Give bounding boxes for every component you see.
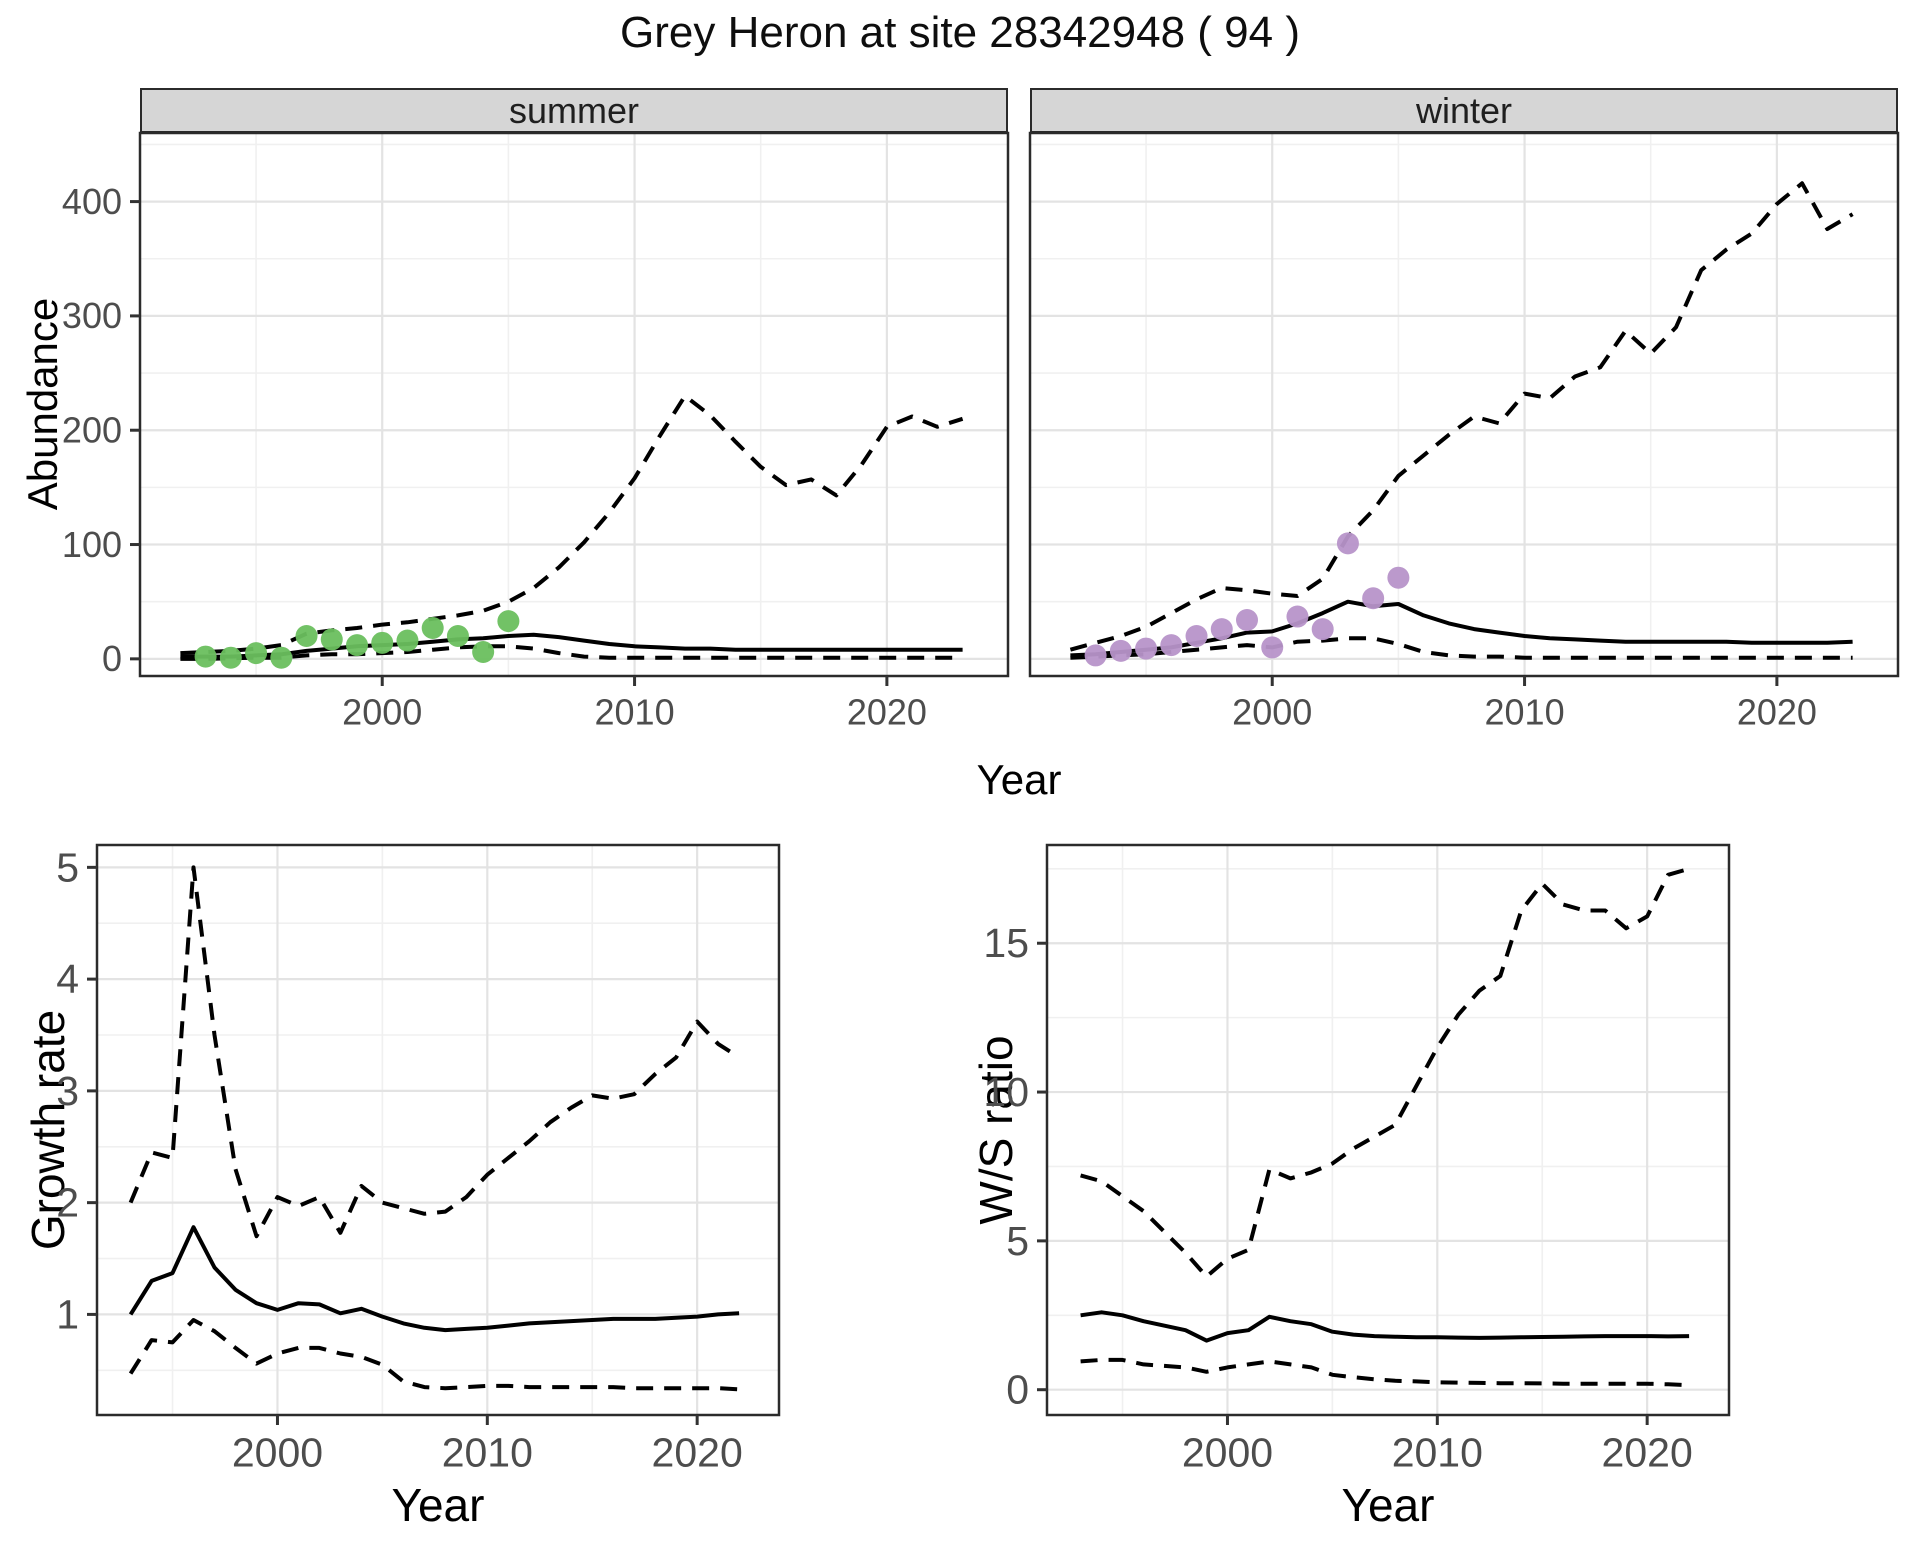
observed-points-abundance-summer <box>194 610 520 669</box>
observed-points-abundance-winter <box>1084 532 1410 667</box>
svg-text:2020: 2020 <box>1602 1430 1693 1476</box>
svg-text:300: 300 <box>62 295 122 336</box>
svg-text:2000: 2000 <box>232 1430 323 1476</box>
panel-ws-ratio: 2000 2010 2020 0 5 10 15 <box>983 843 1731 1476</box>
facet-strip-summer: summer <box>140 88 1008 133</box>
svg-text:100: 100 <box>62 524 122 565</box>
svg-text:2010: 2010 <box>1392 1430 1483 1476</box>
x-axis-title-year-bottom-left: Year <box>391 1479 485 1531</box>
median-line-growth-rate <box>128 1225 740 1333</box>
x-axis-title-year-bottom-right: Year <box>1341 1479 1435 1531</box>
svg-text:2000: 2000 <box>1182 1430 1273 1476</box>
svg-text:2000: 2000 <box>342 691 422 732</box>
panel-abundance-winter: 2000 2010 2020 <box>1028 131 1900 732</box>
svg-text:10: 10 <box>983 1069 1029 1115</box>
svg-text:400: 400 <box>62 181 122 222</box>
ci-lower-line-abundance-winter <box>1070 636 1853 660</box>
svg-text:0: 0 <box>102 638 122 679</box>
svg-text:3: 3 <box>56 1068 79 1114</box>
median-line-ws-ratio <box>1080 1310 1690 1343</box>
svg-text:2010: 2010 <box>442 1430 533 1476</box>
x-axis-title-year-top: Year <box>976 756 1062 803</box>
facet-strip-winter: winter <box>1030 88 1898 133</box>
svg-text:0: 0 <box>1006 1367 1029 1413</box>
svg-text:4: 4 <box>56 956 79 1002</box>
svg-text:15: 15 <box>983 920 1029 966</box>
svg-text:2020: 2020 <box>847 691 927 732</box>
svg-text:5: 5 <box>1006 1218 1029 1264</box>
svg-text:2: 2 <box>56 1180 79 1226</box>
ci-lower-line-growth-rate <box>128 1318 740 1392</box>
panel-abundance-summer: 2000 2010 2020 0 100 200 300 400 <box>62 131 1010 732</box>
svg-text:1: 1 <box>56 1291 79 1337</box>
median-line-abundance-summer <box>180 632 963 659</box>
svg-text:200: 200 <box>62 409 122 450</box>
ci-lower-line-ws-ratio <box>1080 1357 1690 1388</box>
ci-lower-line-abundance-summer <box>180 644 963 661</box>
ci-upper-line-abundance-winter <box>1069 181 1854 652</box>
svg-text:2020: 2020 <box>652 1430 743 1476</box>
svg-text:2020: 2020 <box>1737 691 1817 732</box>
facet-strip-summer-label: summer <box>508 89 639 131</box>
facet-strip-winter-label: winter <box>1415 89 1513 131</box>
ci-upper-line-ws-ratio <box>1080 866 1690 1279</box>
svg-text:2000: 2000 <box>1232 691 1312 732</box>
panel-growth-rate: 2000 2010 2020 1 2 3 4 5 <box>56 843 781 1476</box>
svg-text:5: 5 <box>56 844 79 890</box>
svg-text:2010: 2010 <box>595 691 675 732</box>
svg-text:2010: 2010 <box>1485 691 1565 732</box>
chart-title: Grey Heron at site 28342948 ( 94 ) <box>620 8 1300 57</box>
ci-upper-line-abundance-summer <box>180 393 964 656</box>
ci-upper-line-growth-rate <box>128 865 741 1239</box>
